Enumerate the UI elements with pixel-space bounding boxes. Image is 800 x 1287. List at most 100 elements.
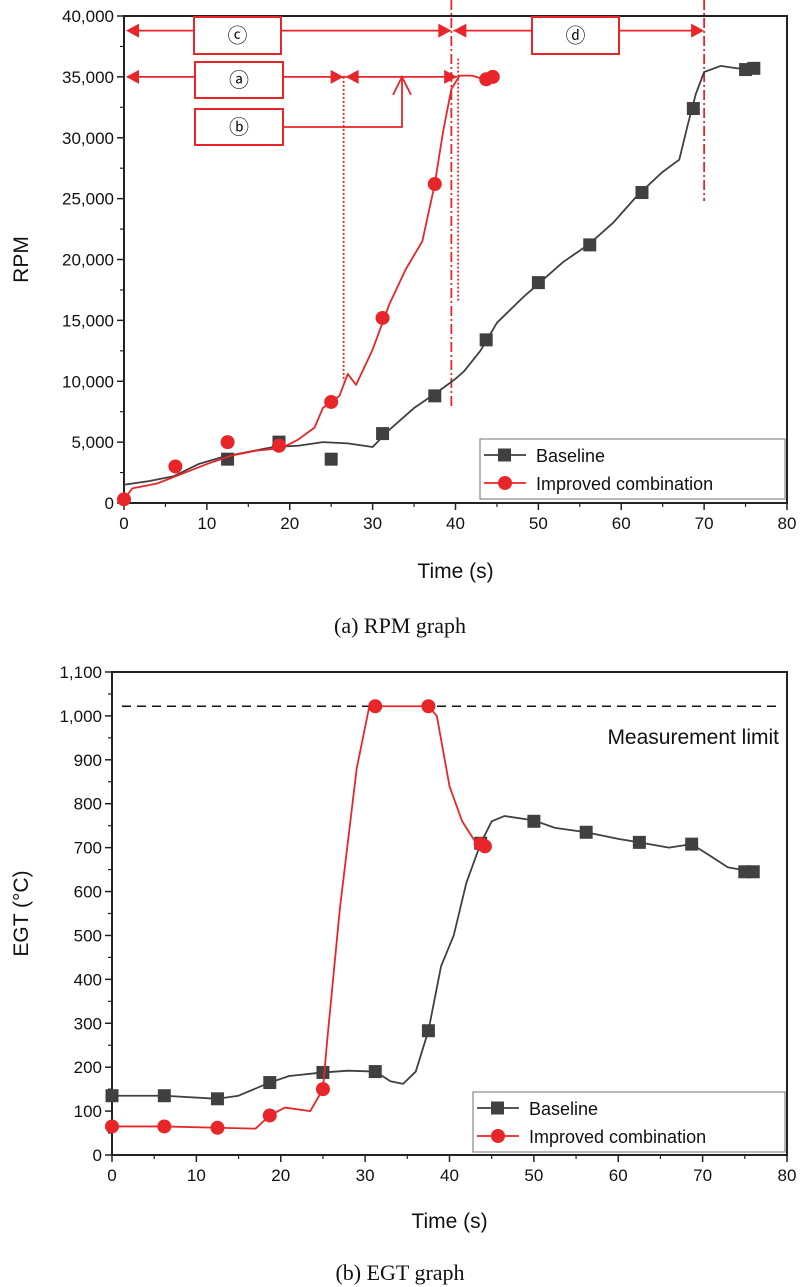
arrowhead (126, 23, 139, 38)
y-tick-label: 700 (74, 839, 102, 858)
data-point-circle (210, 1120, 225, 1135)
data-point-square (421, 1024, 435, 1038)
x-tick-label: 70 (693, 1166, 712, 1185)
x-tick-label: 40 (440, 1166, 459, 1185)
series-improved-combination (105, 699, 492, 1135)
data-point-square (583, 238, 597, 252)
series-line (112, 705, 486, 1130)
data-point-circle (105, 1119, 119, 1134)
chart-1: 0 10 20 30 40 50 60 70 80 0 5,000 10,000 15,000 20,00… (10, 0, 796, 638)
data-point-circle (375, 310, 390, 325)
a-annotation-label: ⓐ (229, 68, 249, 92)
x-tick-label: 0 (119, 514, 128, 533)
data-point-circle (315, 1082, 330, 1097)
b-connector (283, 76, 403, 128)
chart-2: 0 10 20 30 40 50 60 70 8001002003004005006007008… (10, 663, 796, 1285)
y-tick-label: 35,000 (62, 68, 114, 87)
x-tick-label: 20 (280, 514, 299, 533)
y-tick-label: 5,000 (71, 433, 114, 452)
data-point-circle (477, 839, 492, 854)
legend-label: Baseline (536, 446, 605, 466)
y-tick-label: 30,000 (62, 129, 114, 148)
data-point-square (157, 1089, 171, 1103)
data-point-square (428, 389, 442, 403)
a-annotation-box (194, 61, 284, 99)
data-point-circle (485, 69, 500, 84)
y-tick-label: 10,000 (62, 372, 114, 391)
series-line (112, 815, 754, 1100)
y-axis-label: RPM (10, 236, 33, 283)
b-pointer-arrow (392, 74, 412, 96)
x-axis-label: Time (s) (417, 560, 493, 583)
data-point-circle (421, 699, 436, 714)
b-annotation-label: ⓑ (229, 115, 249, 139)
x-tick-label: 50 (529, 514, 548, 533)
data-point-square (368, 1065, 382, 1079)
y-tick-label: 1,000 (59, 707, 102, 726)
measurement-limit-label: Measurement limit (607, 726, 779, 749)
data-point-square (579, 825, 593, 839)
annotations: ⓒ ⓓ ⓐ ⓑ (126, 0, 706, 409)
data-point-square (316, 1065, 330, 1079)
data-point-circle (368, 699, 383, 714)
y-tick-label: 20,000 (62, 251, 114, 270)
legend: Baseline Improved combination (479, 438, 786, 500)
x-tick-label: 50 (524, 1166, 543, 1185)
x-tick-label: 30 (356, 1166, 375, 1185)
data-point-circle (168, 459, 183, 474)
y-axis-label: EGT (°C) (10, 870, 33, 956)
legend-square-marker (491, 1101, 504, 1115)
d-annotation-box (531, 16, 620, 55)
legend-square-marker (498, 448, 511, 462)
d-annotation-label: ⓓ (566, 24, 586, 48)
data-point-square (531, 276, 545, 290)
arrowhead (126, 69, 139, 84)
x-tick-label: 70 (695, 514, 714, 533)
arrowhead (453, 23, 467, 38)
data-point-square (479, 333, 493, 347)
legend-label: Improved combination (529, 1127, 706, 1147)
y-tick-label: 40,000 (62, 7, 114, 26)
y-tick-label: 500 (74, 926, 102, 945)
arrowhead (438, 23, 452, 38)
y-tick-label: 200 (74, 1058, 102, 1077)
series-improved-combination (117, 69, 500, 507)
data-point-square (376, 427, 390, 441)
data-point-square (210, 1092, 224, 1106)
figure-caption: (a) RPM graph (334, 613, 466, 638)
legend-label: Baseline (529, 1099, 598, 1119)
data-point-square (747, 61, 761, 75)
data-point-square (686, 102, 700, 116)
data-point-circle (324, 394, 339, 409)
legend-box (472, 1091, 786, 1153)
y-tick-label: 800 (74, 795, 102, 814)
y-tick-label: 600 (74, 883, 102, 902)
figure-caption: (b) EGT graph (335, 1260, 464, 1285)
y-tick-label: 1,100 (59, 663, 102, 682)
arrowhead (330, 69, 344, 84)
arrowhead (345, 69, 359, 84)
x-tick-label: 40 (446, 514, 465, 533)
c-annotation-label: ⓒ (228, 24, 248, 48)
data-point-square (632, 835, 646, 849)
x-tick-label: 10 (197, 514, 216, 533)
legend-circle-marker (498, 476, 512, 490)
legend-box (479, 438, 786, 500)
data-point-circle (157, 1119, 172, 1134)
legend-circle-marker (491, 1129, 505, 1143)
data-point-square (527, 814, 541, 828)
x-tick-label: 80 (778, 1166, 797, 1185)
b-annotation-box (194, 108, 284, 146)
x-tick-label: 80 (778, 514, 797, 533)
y-tick-label: 100 (74, 1102, 102, 1121)
x-tick-label: 0 (107, 1166, 116, 1185)
data-point-square (685, 837, 699, 851)
data-point-circle (220, 435, 235, 450)
y-tick-label: 400 (74, 970, 102, 989)
data-point-square (324, 452, 338, 466)
y-tick-label: 0 (105, 494, 114, 513)
data-point-square (263, 1076, 277, 1090)
x-tick-label: 60 (612, 514, 631, 533)
series-line (123, 74, 493, 500)
